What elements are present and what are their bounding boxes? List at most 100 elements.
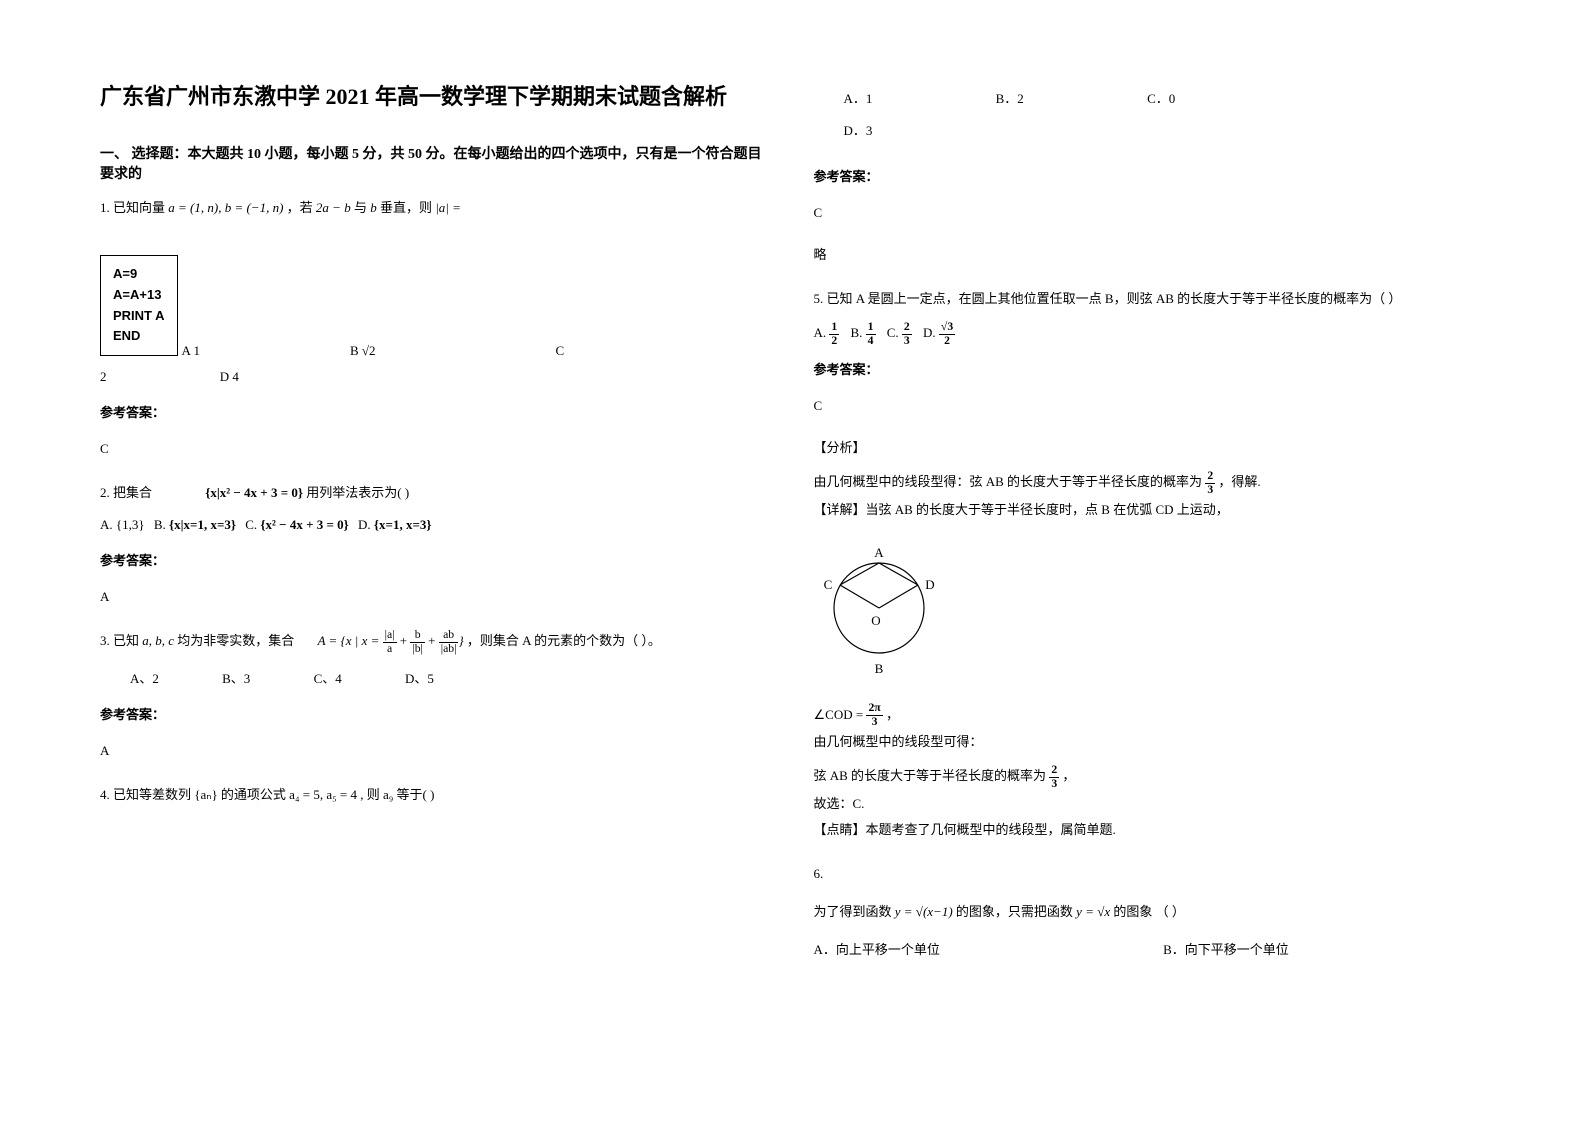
- q4-answer-detail: 略: [814, 242, 1488, 268]
- circle-diagram: A C D O B: [814, 533, 1488, 692]
- svg-text:C: C: [823, 577, 832, 592]
- q6-number: 6.: [814, 861, 1488, 887]
- q5-detail3-prefix: 弦 AB 的长度大于等于半径长度的概率为: [814, 768, 1047, 783]
- problem-1: 1. 已知向量 a = (1, n), b = (−1, n) ，若 2a − …: [100, 195, 774, 462]
- q5-frac-a: 12: [829, 321, 839, 348]
- q5-cod-prefix: ∠COD: [814, 707, 853, 722]
- q1-opt-c: C: [556, 338, 565, 364]
- code-line-2: A=A+13: [113, 285, 165, 306]
- q5-detail2: 由几何概型中的线段型可得：: [814, 729, 1488, 755]
- q3-answer-label: 参考答案：: [100, 702, 774, 728]
- q6-expr1: y = √(x−1): [895, 904, 953, 919]
- q1-expr4: |a| =: [435, 200, 461, 215]
- q4-opt-c: C．0: [1147, 86, 1175, 112]
- q3-frac3: ab|ab|: [439, 629, 459, 656]
- q5-detail-label: 【详解】当弦 AB 的长度大于等于半径长度时，点 B 在优弧 CD 上运动，: [814, 497, 1488, 523]
- q4-opt-b: B．2: [996, 86, 1024, 112]
- svg-text:O: O: [871, 613, 880, 628]
- q5-analysis-suffix: ，得解.: [1218, 474, 1260, 489]
- q3-prefix: 3. 已知: [100, 633, 139, 648]
- q5-point: 【点睛】本题考查了几何概型中的线段型，属简单题.: [814, 817, 1488, 843]
- q1-answer: C: [100, 436, 774, 462]
- q4-answer: C: [814, 200, 1488, 226]
- q3-opt-d: D、5: [405, 666, 434, 692]
- q3-opt-b: B、3: [222, 666, 250, 692]
- q5-text: 5. 已知 A 是圆上一定点，在圆上其他位置任取一点 B，则弦 AB 的长度大于…: [814, 291, 1402, 306]
- q2-answer: A: [100, 584, 774, 610]
- q1-expr1: a = (1, n), b = (−1, n): [168, 200, 283, 215]
- q1-mid2: ，若: [287, 200, 313, 215]
- q2-opt-c-prefix: C.: [245, 517, 257, 532]
- q2-opt-b-prefix: B.: [154, 517, 166, 532]
- q2-answer-label: 参考答案：: [100, 548, 774, 574]
- q3-answer: A: [100, 738, 774, 764]
- q5-frac-d: √32: [939, 321, 955, 348]
- q1-mid6: 垂直，则: [380, 200, 432, 215]
- section-header: 一、 选择题：本大题共 10 小题，每小题 5 分，共 50 分。在每小题给出的…: [100, 143, 774, 183]
- q3-mid: 均为非零实数，集合: [177, 633, 294, 648]
- q2-prefix: 2. 把集合: [100, 485, 152, 500]
- q1-prefix: 1. 已知向量: [100, 200, 165, 215]
- q1-opt-a: A 1: [182, 338, 200, 364]
- q3-opt-a: A、2: [130, 666, 159, 692]
- right-column: A．1 B．2 C．0 D．3 参考答案： C 略 5. 已知 A 是圆上一定点…: [814, 80, 1488, 981]
- problem-5: 5. 已知 A 是圆上一定点，在圆上其他位置任取一点 B，则弦 AB 的长度大于…: [814, 286, 1488, 843]
- q1-opt-b: B √2: [350, 338, 376, 364]
- q5-analysis-label: 【分析】: [814, 435, 1488, 461]
- problem-3: 3. 已知 a, b, c 均为非零实数，集合 A = {x | x = |a|…: [100, 628, 774, 763]
- q3-frac2: b|b|: [410, 629, 425, 656]
- q1-mid4: 与: [354, 200, 367, 215]
- q1-expr2: 2a − b: [316, 200, 351, 215]
- q6-prefix: 为了得到函数: [814, 904, 892, 919]
- svg-text:B: B: [874, 661, 883, 676]
- q2-opt-c: {x² − 4x + 3 = 0}: [260, 517, 348, 532]
- q5-answer: C: [814, 393, 1488, 419]
- q5-opt-d-prefix: D.: [923, 325, 936, 340]
- page-title: 广东省广州市东漖中学 2021 年高一数学理下学期期末试题含解析: [100, 80, 774, 113]
- svg-text:D: D: [925, 577, 934, 592]
- code-line-4: END: [113, 326, 165, 347]
- q4-text: 4. 已知等差数列 {aₙ} 的通项公式 a₄ = 5, a₅ = 4 , 则 …: [100, 787, 434, 802]
- circle-svg: A C D O B: [814, 533, 944, 683]
- q5-detail3-suffix: ，: [1062, 768, 1075, 783]
- q5-detail3-frac: 23: [1049, 764, 1059, 791]
- q5-frac-b: 14: [866, 321, 876, 348]
- q3-set-label: A = {x | x =: [318, 633, 383, 648]
- q5-analysis-frac: 23: [1205, 470, 1215, 497]
- q2-set: {x|x² − 4x + 3 = 0}: [205, 485, 303, 500]
- code-line-3: PRINT A: [113, 306, 165, 327]
- q1-opt-c2: 2: [100, 369, 107, 384]
- q3-opt-c: C、4: [314, 666, 342, 692]
- q1-answer-label: 参考答案：: [100, 400, 774, 426]
- q6-expr2: y = √x: [1076, 904, 1110, 919]
- q2-opt-b: {x|x=1, x=3}: [169, 517, 236, 532]
- q3-frac1: |a|a: [383, 629, 397, 656]
- q3-set-rest: }: [458, 633, 463, 648]
- problem-6: 6. 为了得到函数 y = √(x−1) 的图象，只需把函数 y = √x 的图…: [814, 861, 1488, 963]
- q2-opt-d: {x=1, x=3}: [374, 517, 432, 532]
- q1-expr3: b: [370, 200, 377, 215]
- q5-cod-frac: 2π3: [866, 702, 882, 729]
- code-box: A=9 A=A+13 PRINT A END: [100, 255, 178, 356]
- q2-opt-a: A. {1,3}: [100, 517, 145, 532]
- q6-opt-a: A．向上平移一个单位: [814, 942, 940, 957]
- problem-4: 4. 已知等差数列 {aₙ} 的通项公式 a₄ = 5, a₅ = 4 , 则 …: [100, 782, 774, 808]
- q5-cod-eq: =: [856, 707, 863, 722]
- q4-answer-label: 参考答案：: [814, 164, 1488, 190]
- q5-analysis-prefix: 由几何概型中的线段型得：弦 AB 的长度大于等于半径长度的概率为: [814, 474, 1203, 489]
- q6-suffix: 的图象 （ ）: [1113, 904, 1185, 919]
- code-line-1: A=9: [113, 264, 165, 285]
- left-column: 广东省广州市东漖中学 2021 年高一数学理下学期期末试题含解析 一、 选择题：…: [100, 80, 774, 981]
- q4-opt-a: A．1: [844, 86, 873, 112]
- q1-opt-d: D 4: [220, 369, 239, 384]
- problem-2: 2. 把集合 {x|x² − 4x + 3 = 0} 用列举法表示为( ) A.…: [100, 480, 774, 610]
- q5-opt-b-prefix: B.: [850, 325, 862, 340]
- q5-opt-c-prefix: C.: [887, 325, 899, 340]
- q2-suffix: 用列举法表示为( ): [306, 485, 409, 500]
- q4-opt-d: D．3: [844, 123, 873, 138]
- q5-opt-a-prefix: A.: [814, 325, 827, 340]
- q5-detail4: 故选：C.: [814, 791, 1488, 817]
- q5-answer-label: 参考答案：: [814, 357, 1488, 383]
- q6-mid: 的图象，只需把函数: [956, 904, 1073, 919]
- q3-vars: a, b, c: [142, 633, 174, 648]
